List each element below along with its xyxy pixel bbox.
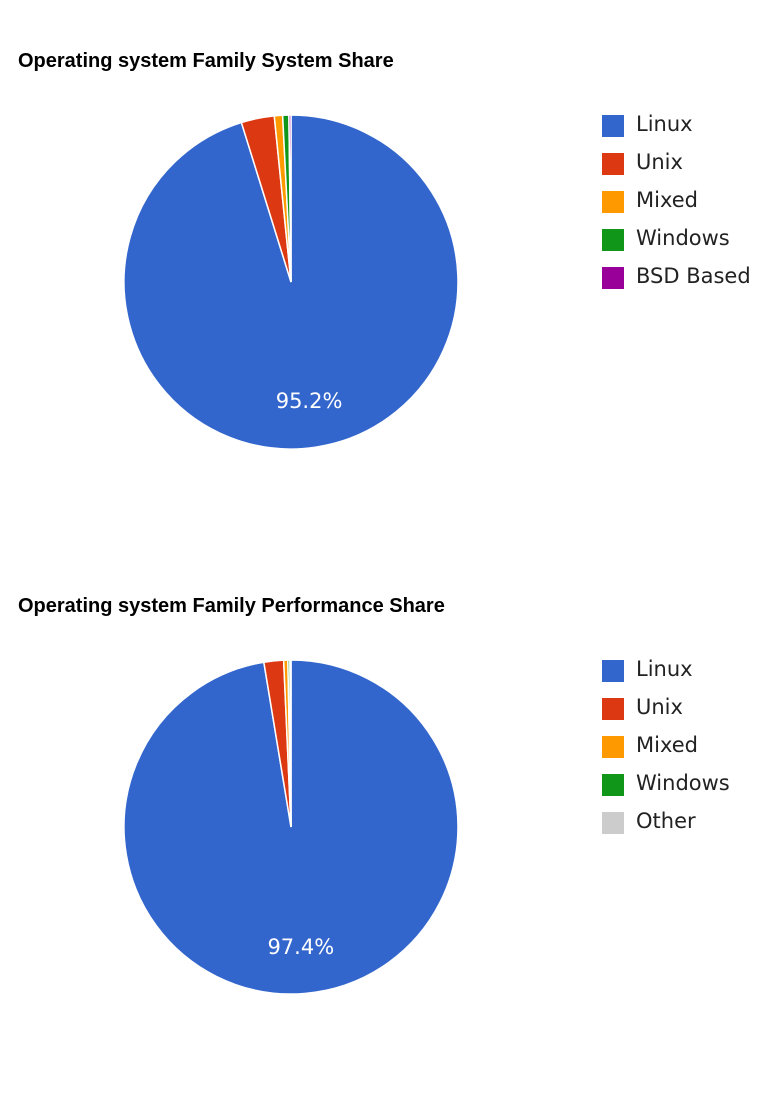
- legend-swatch: [602, 736, 624, 758]
- legend-label: Unix: [636, 150, 683, 174]
- legend-swatch: [602, 191, 624, 213]
- performance-share-pie: 97.4%: [123, 659, 459, 995]
- legend-swatch: [602, 267, 624, 289]
- chart-title: Operating system Family Performance Shar…: [18, 595, 445, 617]
- legend-label: Mixed: [636, 188, 698, 212]
- system-share-pie: 95.2%: [123, 114, 459, 450]
- legend-swatch: [602, 153, 624, 175]
- pie-slice-other: [289, 659, 292, 828]
- slice-label: 95.2%: [276, 389, 343, 413]
- chart-title: Operating system Family System Share: [18, 50, 394, 72]
- pie-slice-bsd-based: [288, 114, 292, 283]
- legend-label: Windows: [636, 771, 730, 795]
- legend-label: BSD Based: [636, 264, 751, 288]
- legend-swatch: [602, 229, 624, 251]
- legend-label: Unix: [636, 695, 683, 719]
- legend-swatch: [602, 660, 624, 682]
- legend-swatch: [602, 812, 624, 834]
- legend-swatch: [602, 115, 624, 137]
- legend-label: Linux: [636, 657, 693, 681]
- legend-swatch: [602, 698, 624, 720]
- legend-label: Windows: [636, 226, 730, 250]
- performance-share-chart: Operating system Family Performance Shar…: [0, 595, 780, 1095]
- legend-swatch: [602, 774, 624, 796]
- legend-label: Linux: [636, 112, 693, 136]
- system-share-chart: Operating system Family System Share 95.…: [0, 50, 780, 550]
- legend-label: Other: [636, 809, 696, 833]
- slice-label: 97.4%: [267, 935, 334, 959]
- legend-label: Mixed: [636, 733, 698, 757]
